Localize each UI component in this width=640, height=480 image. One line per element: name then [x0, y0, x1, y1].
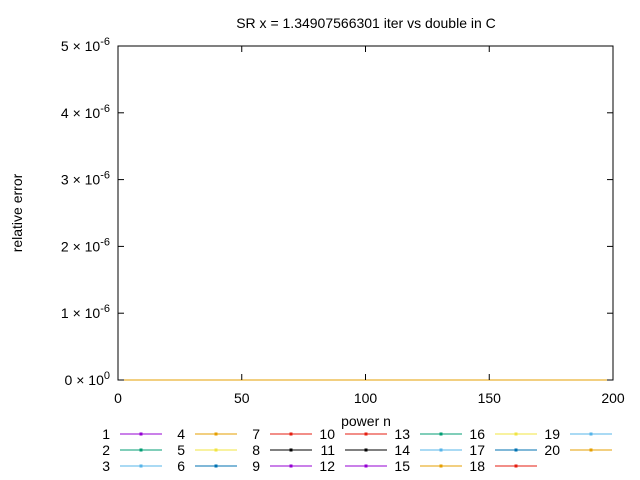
legend-label: 19 [544, 426, 560, 442]
legend-swatch-marker [289, 464, 293, 468]
legend-swatch-marker [514, 432, 518, 436]
legend-label: 1 [102, 426, 110, 442]
legend-label: 3 [102, 458, 110, 474]
plot-frame [117, 45, 614, 381]
legend-label: 13 [394, 426, 410, 442]
legend-label: 15 [394, 458, 410, 474]
legend-swatch-marker [439, 448, 443, 452]
y-tick-label: 1 × 10-6 [61, 303, 110, 321]
legend-swatch-marker [364, 464, 368, 468]
legend-label: 9 [252, 458, 260, 474]
legend-label: 6 [177, 458, 185, 474]
legend-label: 14 [394, 442, 410, 458]
x-tick-label: 200 [601, 390, 625, 406]
chart-title: SR x = 1.34907566301 iter vs double in C [236, 15, 496, 31]
y-tick-label: 2 × 10-6 [61, 236, 110, 254]
y-tick-exponent: -6 [100, 236, 110, 248]
x-axis-label: power n [341, 413, 391, 429]
y-tick-label: 5 × 10-6 [61, 36, 110, 54]
legend-swatch-marker [289, 448, 293, 452]
legend-swatch-marker [139, 432, 143, 436]
y-tick-exponent: -6 [100, 103, 110, 115]
legend-label: 12 [319, 458, 335, 474]
y-tick-mantissa: 0 × 10 [65, 372, 105, 388]
y-tick-exponent: -6 [100, 303, 110, 315]
x-tick-label: 150 [478, 390, 502, 406]
y-tick-exponent: 0 [104, 370, 110, 382]
legend-swatch-marker [214, 448, 218, 452]
legend-label: 8 [252, 442, 260, 458]
legend-label: 20 [544, 442, 560, 458]
legend-label: 11 [320, 442, 335, 458]
y-tick-mantissa: 4 × 10 [61, 105, 101, 121]
legend-swatch-marker [589, 432, 593, 436]
legend-label: 4 [177, 426, 185, 442]
y-tick-mantissa: 1 × 10 [61, 305, 101, 321]
x-tick-label: 50 [234, 390, 250, 406]
legend-label: 16 [469, 426, 485, 442]
legend-label: 17 [469, 442, 485, 458]
legend-swatch-marker [364, 448, 368, 452]
x-tick-label: 0 [114, 390, 122, 406]
legend-label: 5 [177, 442, 185, 458]
y-tick-mantissa: 2 × 10 [61, 238, 101, 254]
legend-swatch-marker [289, 432, 293, 436]
legend-swatch-marker [139, 448, 143, 452]
legend-swatch-marker [514, 464, 518, 468]
y-axis-label: relative error [9, 173, 25, 252]
legend-label: 18 [469, 458, 485, 474]
legend-swatch-marker [214, 432, 218, 436]
legend-label: 7 [252, 426, 260, 442]
y-tick-exponent: -6 [100, 36, 110, 48]
y-tick-label: 3 × 10-6 [61, 170, 110, 188]
legend-label: 10 [319, 426, 335, 442]
x-axis: 0 50 100 150 200 [114, 46, 625, 406]
legend-swatch-marker [214, 464, 218, 468]
y-tick-mantissa: 5 × 10 [61, 38, 101, 54]
y-tick-mantissa: 3 × 10 [61, 172, 101, 188]
legend-swatch-marker [589, 448, 593, 452]
legend-label: 2 [102, 442, 110, 458]
legend-swatch-marker [364, 432, 368, 436]
y-tick-label: 0 × 100 [65, 370, 110, 388]
y-tick-exponent: -6 [100, 170, 110, 182]
legend-swatch-marker [139, 464, 143, 468]
legend-swatch-marker [514, 448, 518, 452]
legend-swatch-marker [439, 464, 443, 468]
x-tick-label: 100 [354, 390, 378, 406]
legend-swatch-marker [439, 432, 443, 436]
y-tick-label: 4 × 10-6 [61, 103, 110, 121]
